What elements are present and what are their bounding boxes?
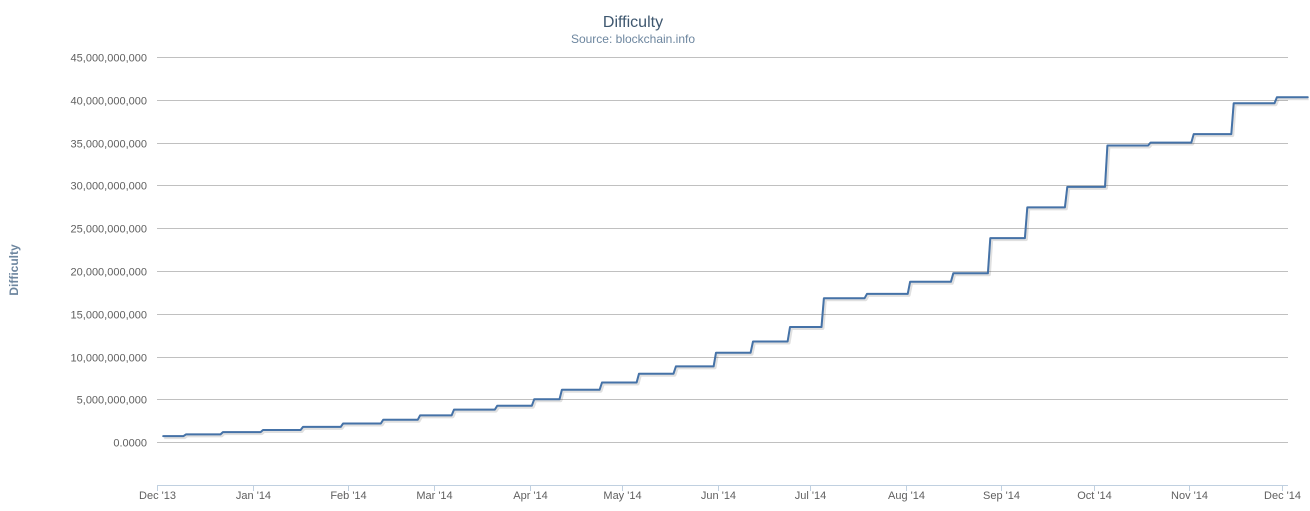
x-tick-label: Mar '14 [416,490,452,502]
x-tick-label: Feb '14 [330,490,366,502]
y-axis-ticks: 0.0000 5,000,000,000 10,000,000,000 15,000,… [71,53,147,450]
y-tick-label: 35,000,000,000 [71,139,147,151]
y-tick-label: 10,000,000,000 [71,353,147,365]
chart-title: Difficulty [603,14,663,31]
y-tick-label: 25,000,000,000 [71,224,147,236]
difficulty-series-line [162,96,1309,438]
x-axis-ticks: Dec '13 Jan '14 Feb '14 Mar '14 Apr '14 May '… [139,485,1301,502]
y-tick-label: 40,000,000,000 [71,96,147,108]
x-tick-label: Apr '14 [513,490,548,502]
y-tick-label: 45,000,000,000 [71,53,147,65]
x-tick-label: Sep '14 [983,490,1020,502]
x-tick-label: Jul '14 [795,490,826,502]
series-layer [162,96,1309,440]
y-tick-label: 20,000,000,000 [71,267,147,279]
x-tick-label: Oct '14 [1077,490,1112,502]
series-line-shadow [164,96,1309,440]
x-tick-label: Jan '14 [236,490,271,502]
y-tick-label: 0.0000 [113,438,147,450]
chart-subtitle: Source: blockchain.info [571,32,695,46]
x-tick-label: Dec '13 [139,490,176,502]
x-tick-label: Nov '14 [1171,490,1208,502]
grid-layer [157,57,1288,486]
y-axis-title: Difficulty [7,244,21,296]
x-tick-label: Jun '14 [701,490,736,502]
x-tick-label: May '14 [603,490,641,502]
x-tick-label: Dec '14 [1264,490,1301,502]
y-tick-label: 5,000,000,000 [77,395,147,407]
y-tick-label: 30,000,000,000 [71,181,147,193]
y-tick-label: 15,000,000,000 [71,310,147,322]
x-tick-label: Aug '14 [888,490,925,502]
